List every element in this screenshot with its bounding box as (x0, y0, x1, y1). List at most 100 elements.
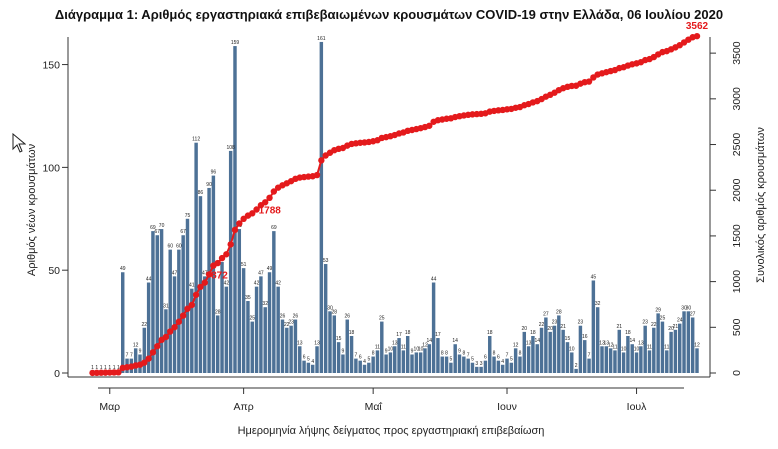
bar-value-label: 15 (565, 336, 571, 342)
bar-value-label: 22 (539, 322, 545, 328)
bar (561, 329, 565, 373)
bar (358, 360, 362, 373)
x-tick-label: Ιουλ (627, 401, 647, 413)
bar-value-label: 13 (297, 340, 303, 346)
bar (310, 364, 315, 373)
bar (643, 325, 647, 373)
bar (578, 325, 583, 373)
cumulative-point (585, 78, 593, 85)
bar (449, 362, 453, 373)
bar-value-label: 69 (150, 225, 156, 231)
bar (151, 231, 155, 373)
bar (371, 356, 375, 373)
bar (168, 249, 172, 374)
bar-value-label: 13 (604, 340, 610, 346)
bar-value-label: 1 (95, 365, 98, 371)
bar (695, 348, 699, 373)
bar-value-label: 75 (185, 213, 191, 219)
y-axis-right-label: Συνολικός αριθμός κρουσμάτων (755, 127, 767, 283)
bar-value-label: 12 (513, 342, 519, 348)
cumulative-series (89, 32, 701, 377)
bar-value-label: 11 (401, 344, 406, 350)
bar (146, 282, 151, 373)
bar-value-label: 96 (211, 170, 217, 176)
bar (548, 331, 552, 374)
chart-title: Διάγραμμα 1: Αριθμός εργαστηριακά επιβεβ… (55, 7, 723, 22)
cumulative-annotation: 1788 (259, 206, 282, 217)
bar (552, 325, 557, 373)
bar (479, 366, 483, 373)
bar-value-label: 5 (471, 357, 474, 363)
y-left-tick-label: 100 (42, 162, 60, 174)
bar (457, 354, 462, 373)
bar (228, 150, 233, 373)
cumulative-point (214, 259, 221, 267)
cumulative-point (184, 305, 191, 312)
bar-value-label: 18 (405, 330, 411, 336)
bar-value-label: 90 (206, 182, 212, 188)
bar (332, 315, 337, 373)
bar (388, 352, 393, 373)
bar-value-label: 6 (359, 355, 362, 361)
bar (349, 335, 354, 373)
bar (639, 346, 643, 373)
bar-value-label: 13 (599, 340, 605, 346)
bar-value-label: 28 (556, 309, 562, 315)
bar-value-label: 22 (284, 322, 290, 328)
cumulative-point (154, 343, 161, 350)
bar-value-label: 12 (422, 342, 428, 348)
bar (336, 342, 341, 373)
bar-value-label: 10 (418, 346, 424, 352)
bar (177, 249, 181, 374)
cumulative-point (218, 254, 226, 262)
bar-value-label: 67 (180, 229, 186, 235)
bar-value-label: 49 (120, 266, 126, 272)
bar (328, 311, 332, 373)
bar-value-label: 26 (344, 314, 350, 320)
bar-value-label: 53 (323, 258, 329, 264)
cumulative-point (227, 241, 234, 248)
bar-value-label: 10 (388, 346, 394, 352)
cumulative-point (262, 199, 269, 206)
bar (345, 319, 349, 373)
bar-value-label: 32 (595, 301, 601, 307)
bar-value-label: 5 (510, 357, 513, 363)
cumulative-point (149, 349, 157, 356)
bar-value-label: 8 (462, 351, 465, 357)
cumulative-point (270, 188, 278, 195)
bar (492, 356, 496, 373)
bar (181, 235, 185, 373)
cumulative-point (197, 283, 204, 291)
bar-value-label: 30 (686, 305, 692, 311)
bar (500, 364, 505, 373)
bar (190, 288, 194, 373)
bar (246, 301, 250, 373)
bar-value-label: 18 (349, 330, 355, 336)
x-tick-label: Απρ (234, 401, 254, 413)
bar-value-label: 9 (411, 348, 414, 354)
bar-value-label: 4 (363, 359, 366, 365)
bar (647, 350, 652, 373)
bar-value-label: 1 (91, 365, 94, 371)
bar-value-label: 1 (108, 365, 111, 371)
bar-value-label: 20 (668, 326, 674, 332)
bar (557, 315, 561, 373)
bar-value-label: 17 (396, 332, 402, 338)
cumulative-annotation: 3562 (686, 21, 709, 32)
bar-value-label: 9 (139, 348, 142, 354)
bar (224, 286, 229, 373)
bar-value-label: 18 (530, 330, 536, 336)
y-left-tick-label: 0 (54, 368, 60, 380)
bar (583, 340, 587, 373)
bar-value-label: 21 (616, 324, 622, 330)
x-tick-label: Μαρ (99, 401, 120, 413)
bar (185, 218, 190, 373)
cumulative-annotation: 872 (211, 270, 228, 281)
bar (250, 321, 254, 373)
bar-value-label: 6 (303, 355, 306, 361)
bar-value-label: 5 (307, 357, 310, 363)
bar (285, 327, 289, 373)
cumulative-point (205, 271, 213, 278)
bar (276, 286, 280, 373)
